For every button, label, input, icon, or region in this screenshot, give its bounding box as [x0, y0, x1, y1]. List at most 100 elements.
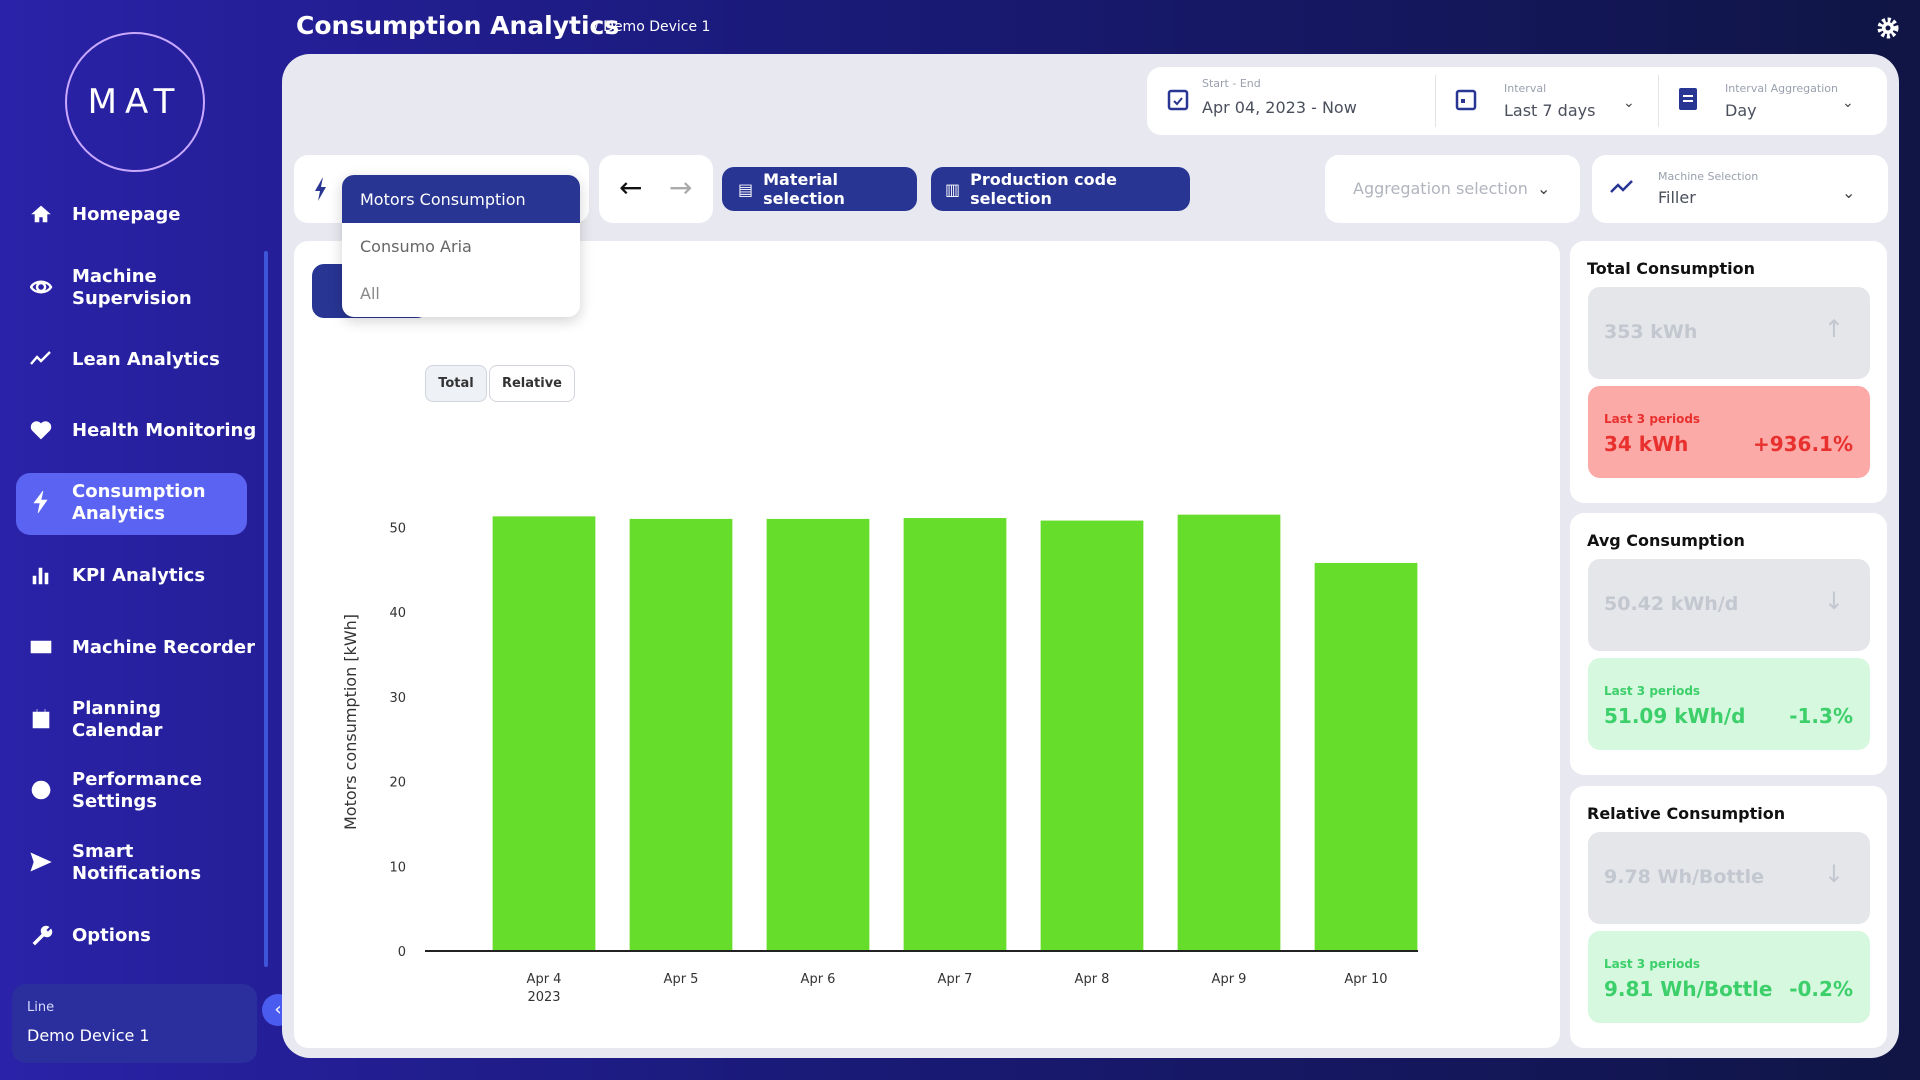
machine-selector[interactable]: Machine Selection Filler ⌄	[1592, 155, 1888, 223]
nav-item[interactable]: KPI Analytics	[72, 565, 205, 587]
line-box[interactable]: Line Demo Device 1	[12, 984, 257, 1063]
nav-icon	[30, 351, 51, 365]
dropdown-option[interactable]: All	[360, 284, 380, 303]
kpi-current-box: 9.78 Wh/Bottle ↓	[1588, 832, 1870, 924]
kpi-period-label: Last 3 periods	[1604, 957, 1701, 971]
interval-value[interactable]: Last 7 days	[1504, 101, 1596, 120]
icon-shape	[33, 491, 48, 514]
icon-shape	[30, 640, 52, 654]
nav-icon	[30, 852, 52, 872]
kpi-card: Relative Consumption 9.78 Wh/Bottle ↓ Last …	[1570, 786, 1887, 1048]
nav-icon	[31, 205, 51, 223]
nav-item[interactable]: Lean Analytics	[72, 349, 220, 371]
kpi-current-box: 50.42 kWh/d ↓	[1588, 559, 1870, 651]
aggregation-selector[interactable]: Aggregation selection ⌄	[1325, 155, 1580, 223]
nav-icon	[31, 780, 51, 800]
nav-icon	[30, 640, 52, 654]
nav-icon	[30, 421, 52, 440]
bolt-icon	[315, 177, 326, 201]
page-title: Consumption Analytics	[296, 11, 620, 40]
material-button[interactable]: ▤ Material selection	[722, 167, 917, 211]
kpi-period-label: Last 3 periods	[1604, 684, 1701, 698]
icon-shape	[30, 421, 52, 440]
next-arrow[interactable]: →	[669, 171, 693, 204]
kpi-change: +936.1%	[1752, 432, 1853, 456]
chart-card	[294, 241, 1560, 1048]
kpi-arrow: ↓	[1823, 860, 1844, 888]
nav-item[interactable]: Smart Notifications	[72, 841, 201, 885]
nav-label: Supervision	[72, 288, 192, 309]
icon-shape	[30, 351, 51, 365]
kpi-change: -1.3%	[1789, 704, 1853, 728]
nav-item[interactable]: Planning Calendar	[72, 698, 162, 742]
nav-icon	[30, 280, 53, 294]
kpi-change: -0.2%	[1789, 977, 1853, 1001]
dropdown: Motors Consumption Consumo Aria All	[342, 175, 580, 317]
aggregation-value[interactable]: Day	[1725, 101, 1757, 120]
kpi-period-value: 9.81 Wh/Bottle	[1604, 977, 1773, 1001]
toggle-relative[interactable]: Relative	[489, 365, 575, 402]
start-end-value[interactable]: Apr 04, 2023 - Now	[1202, 98, 1357, 117]
nav-label: Lean Analytics	[72, 349, 220, 370]
nav-arrows: ← →	[599, 155, 713, 223]
kpi-period-value: 34 kWh	[1604, 432, 1689, 456]
interval-label: Interval	[1504, 82, 1547, 95]
prev-arrow[interactable]: ←	[619, 171, 643, 204]
production-button[interactable]: ▥ Production code selection	[931, 167, 1190, 211]
icon-shape	[30, 852, 52, 872]
production-text: Production code selection	[970, 170, 1117, 208]
icon-shape	[31, 780, 51, 800]
nav-item[interactable]: Performance Settings	[72, 769, 202, 813]
dropdown-option[interactable]: Motors Consumption	[342, 175, 580, 223]
nav-item[interactable]: Health Monitoring	[72, 420, 256, 442]
kpi-arrow: ↓	[1823, 587, 1844, 615]
line-value: Demo Device 1	[27, 1026, 150, 1045]
nav-item[interactable]: Machine Recorder	[72, 637, 255, 659]
nav-label: Performance	[72, 769, 202, 790]
kpi-period-value: 51.09 kWh/d	[1604, 704, 1746, 728]
nav-label: Consumption	[72, 481, 206, 502]
kpi-arrow: ↑	[1823, 315, 1844, 343]
nav-label: Notifications	[72, 863, 202, 884]
logo[interactable]: MAT	[65, 32, 205, 172]
nav-label: Calendar	[72, 720, 163, 741]
kpi-title: Relative Consumption	[1587, 804, 1786, 823]
nav-label: Machine	[72, 266, 157, 287]
kpi-current-box: 353 kWh ↑	[1588, 287, 1870, 379]
nav-label: Settings	[72, 791, 157, 812]
kpi-period-box: Last 3 periods 34 kWh +936.1%	[1588, 386, 1870, 478]
calendar-icon	[1455, 89, 1477, 111]
kpi-card: Avg Consumption 50.42 kWh/d ↓ Last 3 period…	[1570, 513, 1887, 775]
machine-value: Filler	[1658, 188, 1696, 207]
nav-icon	[33, 491, 48, 514]
nav-label: Machine Recorder	[72, 637, 255, 658]
nav-icon	[32, 709, 50, 729]
kpi-card: Total Consumption 353 kWh ↑ Last 3 periods 3…	[1570, 241, 1887, 503]
settings-icon[interactable]	[1876, 16, 1900, 40]
date-filters: Start - End Apr 04, 2023 - Now Interval …	[1147, 67, 1887, 135]
line-label: Line	[27, 1000, 55, 1015]
clipboard-icon	[1679, 88, 1697, 110]
kpi-current: 9.78 Wh/Bottle	[1604, 866, 1765, 888]
kpi-current: 50.42 kWh/d	[1604, 593, 1739, 615]
kpi-title: Avg Consumption	[1587, 531, 1745, 550]
active-nav-bg	[16, 473, 247, 535]
kpi-current: 353 kWh	[1604, 321, 1698, 343]
kpi-period-label: Last 3 periods	[1604, 412, 1701, 426]
nav-item[interactable]: Options	[72, 925, 151, 947]
calendar-icon	[1167, 89, 1189, 111]
device-name: / Demo Device 1	[594, 19, 711, 35]
nav-label: Smart	[72, 841, 134, 862]
nav-item[interactable]: Consumption Analytics	[72, 481, 206, 525]
icon-shape	[31, 205, 51, 223]
nav-icon	[32, 567, 49, 585]
dropdown-option[interactable]: Consumo Aria	[360, 237, 472, 256]
nav-item[interactable]: Machine Supervision	[72, 266, 192, 310]
nav-item[interactable]: Homepage	[72, 204, 181, 226]
nav-label: Options	[72, 925, 151, 946]
nav-label: KPI Analytics	[72, 565, 206, 586]
machine-label: Machine Selection	[1658, 170, 1759, 183]
toggle-total[interactable]: Total	[425, 365, 487, 402]
kpi-period-box: Last 3 periods 51.09 kWh/d -1.3%	[1588, 658, 1870, 750]
